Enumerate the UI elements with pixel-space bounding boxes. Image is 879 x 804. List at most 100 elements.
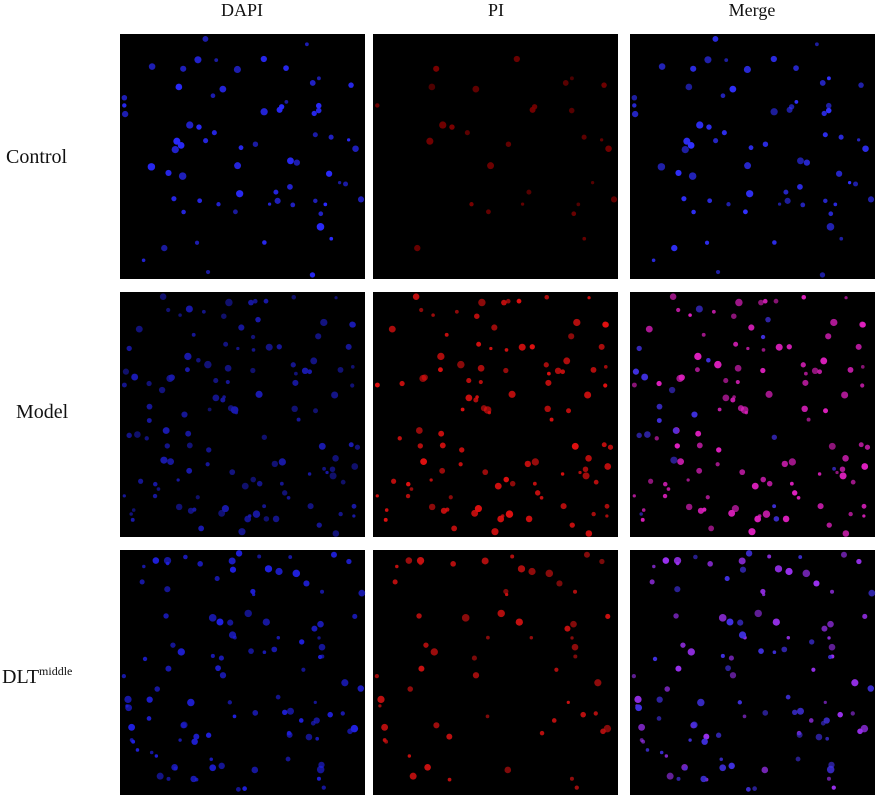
cell-dot xyxy=(827,654,833,660)
cell-dot xyxy=(802,569,811,578)
cell-dot xyxy=(121,94,128,101)
cell-dot xyxy=(315,333,322,340)
cell-dot xyxy=(681,196,687,202)
cell-dot xyxy=(786,344,792,350)
cell-dot xyxy=(828,211,834,217)
cell-dot xyxy=(285,756,291,762)
cell-dot xyxy=(631,110,639,118)
cell-dot xyxy=(405,493,411,499)
cell-dot xyxy=(760,588,766,595)
cell-dot xyxy=(722,394,730,402)
cell-dot xyxy=(762,298,768,304)
cell-dot xyxy=(636,432,642,439)
cell-dot xyxy=(610,196,618,203)
cell-dot xyxy=(526,189,532,195)
cell-dot xyxy=(177,648,185,656)
cell-dot xyxy=(331,391,339,399)
cell-dot xyxy=(316,223,325,231)
cell-dot xyxy=(837,711,843,718)
cell-dot xyxy=(478,379,483,385)
cell-dot xyxy=(486,209,491,215)
cell-dot xyxy=(674,443,680,449)
cell-dot xyxy=(423,642,429,648)
cell-dot xyxy=(781,460,789,468)
cell-dot xyxy=(457,360,465,369)
cell-dot xyxy=(862,514,866,518)
cell-dot xyxy=(330,551,337,558)
cell-dot xyxy=(317,636,321,640)
cell-dot xyxy=(316,776,321,781)
cell-dot xyxy=(728,655,734,661)
cell-dot xyxy=(587,296,591,300)
cell-dot xyxy=(160,456,168,464)
cell-dot xyxy=(690,65,697,72)
cell-dot xyxy=(267,202,272,206)
row-label: DLTmiddle xyxy=(2,664,72,688)
cell-dot xyxy=(261,434,267,440)
cell-dot xyxy=(804,371,808,376)
cell-dot xyxy=(605,514,609,518)
cell-dot xyxy=(582,236,587,241)
cell-dot xyxy=(185,430,192,437)
cell-dot xyxy=(481,557,489,565)
cell-dot xyxy=(772,240,777,245)
cell-dot xyxy=(645,325,653,333)
cell-dot xyxy=(310,720,316,726)
cell-dot xyxy=(745,550,753,557)
cell-dot xyxy=(303,580,310,587)
cell-dot xyxy=(185,367,190,373)
cell-dot xyxy=(262,650,267,654)
cell-dot xyxy=(197,561,203,567)
cell-dot xyxy=(414,244,421,252)
cell-dot xyxy=(603,724,612,733)
cell-dot xyxy=(202,35,209,42)
cell-dot xyxy=(687,141,695,149)
cell-dot xyxy=(431,313,435,317)
cell-dot xyxy=(821,110,827,117)
cell-dot xyxy=(760,476,767,483)
cell-dot xyxy=(500,514,505,518)
cell-dot xyxy=(640,517,645,522)
cell-dot xyxy=(191,332,196,337)
cell-dot xyxy=(631,382,637,388)
micrograph xyxy=(120,550,365,795)
cell-dot xyxy=(817,503,824,510)
cell-dot xyxy=(760,334,766,340)
cell-dot xyxy=(604,463,612,470)
cell-dot xyxy=(730,397,736,403)
cell-dot xyxy=(673,556,682,565)
cell-dot xyxy=(129,512,133,516)
cell-dot xyxy=(775,343,783,351)
micrograph xyxy=(373,550,618,795)
cell-dot xyxy=(156,772,164,780)
cell-dot xyxy=(301,367,309,375)
cell-dot xyxy=(867,685,875,692)
cell-dot xyxy=(417,443,423,449)
cell-dot xyxy=(343,181,349,187)
cell-dot xyxy=(186,121,194,129)
cell-dot xyxy=(178,738,182,742)
cell-dot xyxy=(377,695,385,704)
cell-dot xyxy=(214,576,220,582)
cell-dot xyxy=(248,299,254,306)
cell-dot xyxy=(317,620,324,628)
cell-dot xyxy=(798,555,803,559)
cell-dot xyxy=(233,209,238,215)
cell-dot xyxy=(186,467,193,474)
cell-dot xyxy=(391,478,397,484)
cell-dot xyxy=(505,510,514,518)
cell-dot xyxy=(491,324,498,331)
cell-dot xyxy=(767,554,772,559)
cell-dot xyxy=(201,309,206,314)
cell-dot xyxy=(503,476,510,483)
cell-dot xyxy=(797,707,804,715)
cell-dot xyxy=(825,736,830,741)
cell-dot xyxy=(848,511,853,517)
cell-dot xyxy=(158,386,166,394)
cell-dot xyxy=(688,313,692,317)
cell-dot xyxy=(715,269,721,275)
cell-dot xyxy=(328,134,334,140)
cell-dot xyxy=(830,318,838,327)
cell-dot xyxy=(856,138,861,142)
cell-dot xyxy=(590,366,597,373)
